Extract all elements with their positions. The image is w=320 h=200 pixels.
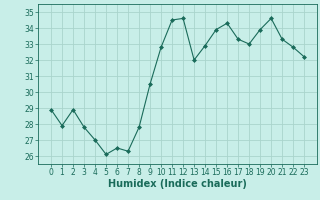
X-axis label: Humidex (Indice chaleur): Humidex (Indice chaleur) bbox=[108, 179, 247, 189]
